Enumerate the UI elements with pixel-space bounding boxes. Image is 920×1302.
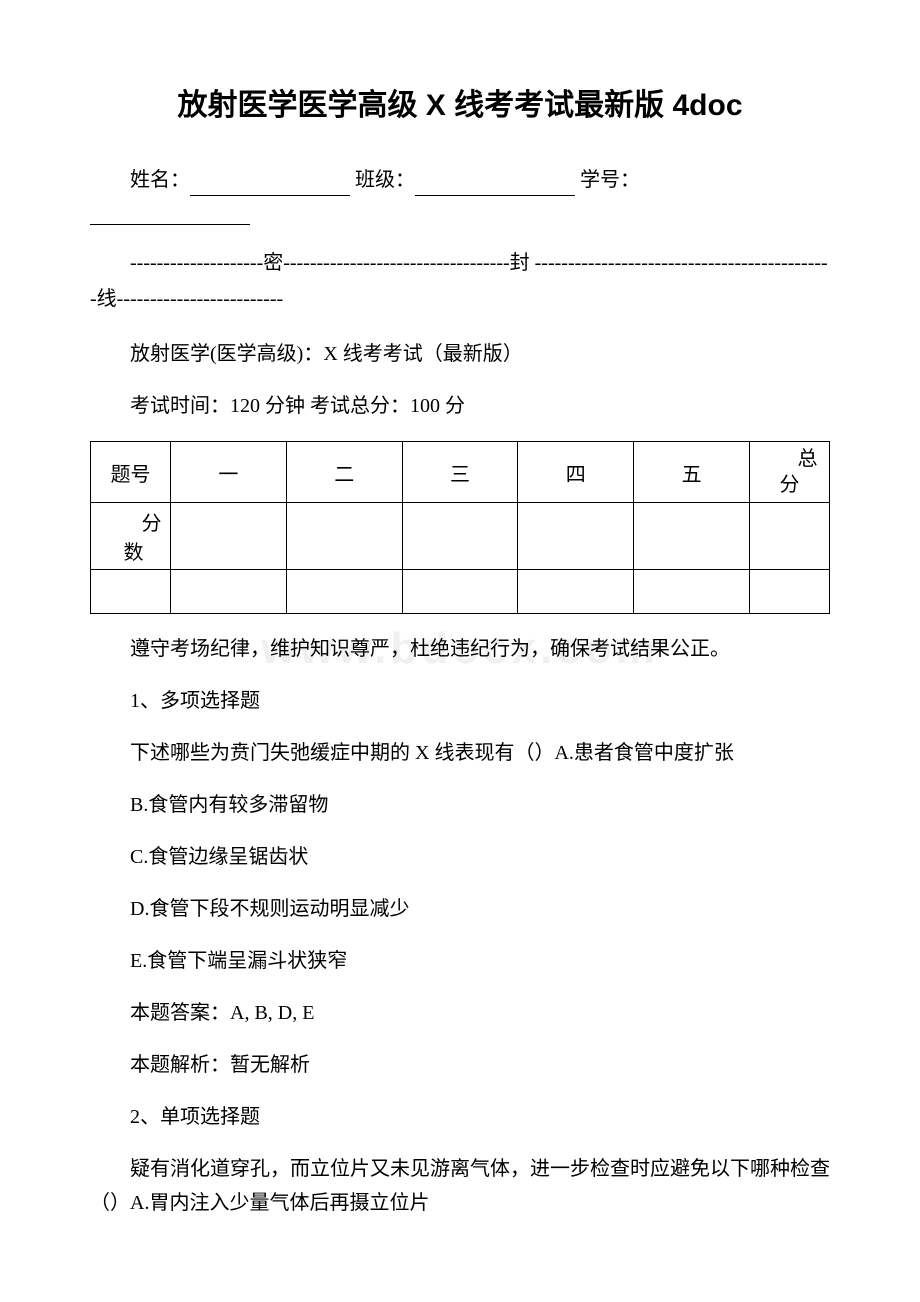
score-cell[interactable] bbox=[402, 570, 518, 614]
col-header: 一 bbox=[171, 442, 287, 503]
document-title: 放射医学医学高级 X 线考考试最新版 4doc bbox=[90, 80, 830, 124]
table-row bbox=[91, 570, 830, 614]
exam-meta: 考试时间：120 分钟 考试总分：100 分 bbox=[90, 389, 830, 423]
question-number: 2、单项选择题 bbox=[90, 1100, 830, 1134]
score-table: 题号 一 二 三 四 五 总分 分数 bbox=[90, 441, 830, 614]
row-header: 题号 bbox=[91, 442, 171, 503]
table-row: 题号 一 二 三 四 五 总分 bbox=[91, 442, 830, 503]
question-option-c: C.食管边缘呈锯齿状 bbox=[90, 840, 830, 874]
score-cell[interactable] bbox=[171, 570, 287, 614]
question-number: 1、多项选择题 bbox=[90, 684, 830, 718]
exam-name: 放射医学(医学高级)：X 线考考试（最新版） bbox=[90, 337, 830, 371]
id-label: 学号： bbox=[580, 169, 640, 191]
col-header: 三 bbox=[402, 442, 518, 503]
question-option-b: B.食管内有较多滞留物 bbox=[90, 788, 830, 822]
class-blank[interactable] bbox=[415, 172, 575, 196]
question-answer: 本题答案：A, B, D, E bbox=[90, 996, 830, 1030]
question-option-e: E.食管下端呈漏斗状狭窄 bbox=[90, 944, 830, 978]
score-cell[interactable] bbox=[286, 503, 402, 570]
question-option-d: D.食管下段不规则运动明显减少 bbox=[90, 892, 830, 926]
col-header: 二 bbox=[286, 442, 402, 503]
col-header: 四 bbox=[518, 442, 634, 503]
seal-line: --------------------密-------------------… bbox=[90, 245, 830, 317]
question-stem: 疑有消化道穿孔，而立位片又未见游离气体，进一步检查时应避免以下哪种检查（）A.胃… bbox=[90, 1152, 830, 1220]
exam-notice: 遵守考场纪律，维护知识尊严，杜绝违纪行为，确保考试结果公正。 bbox=[90, 632, 830, 666]
class-label: 班级： bbox=[355, 169, 415, 191]
table-row: 分数 bbox=[91, 503, 830, 570]
id-blank[interactable] bbox=[90, 206, 250, 225]
question-explanation: 本题解析：暂无解析 bbox=[90, 1048, 830, 1082]
row-header: 分数 bbox=[91, 503, 171, 570]
total-header: 总分 bbox=[750, 442, 830, 503]
row-header bbox=[91, 570, 171, 614]
score-cell[interactable] bbox=[286, 570, 402, 614]
score-cell[interactable] bbox=[634, 503, 750, 570]
score-cell[interactable] bbox=[171, 503, 287, 570]
score-cell[interactable] bbox=[750, 570, 830, 614]
score-cell[interactable] bbox=[750, 503, 830, 570]
student-info-line: 姓名： 班级： 学号： bbox=[90, 164, 830, 196]
score-cell[interactable] bbox=[634, 570, 750, 614]
question-stem: 下述哪些为贲门失弛缓症中期的 X 线表现有（）A.患者食管中度扩张 bbox=[90, 736, 830, 770]
col-header: 五 bbox=[634, 442, 750, 503]
name-label: 姓名： bbox=[130, 169, 190, 191]
name-blank[interactable] bbox=[190, 172, 350, 196]
score-cell[interactable] bbox=[402, 503, 518, 570]
score-cell[interactable] bbox=[518, 570, 634, 614]
score-cell[interactable] bbox=[518, 503, 634, 570]
